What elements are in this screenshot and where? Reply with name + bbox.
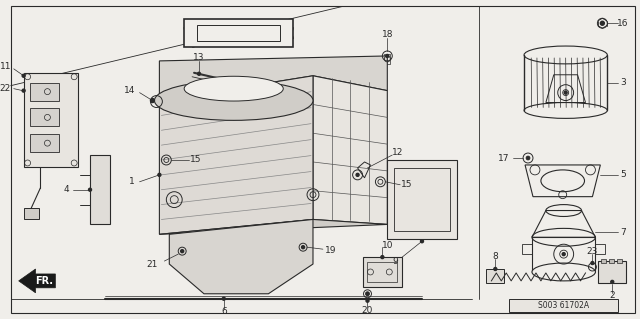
Bar — [617, 259, 622, 263]
Bar — [598, 261, 626, 283]
Circle shape — [494, 268, 497, 271]
Text: 10: 10 — [381, 241, 393, 250]
Text: 4: 4 — [63, 185, 69, 194]
Circle shape — [150, 99, 154, 102]
Text: 15: 15 — [190, 155, 202, 165]
Bar — [29, 134, 60, 152]
Bar — [609, 259, 614, 263]
Text: 2: 2 — [609, 291, 615, 300]
Circle shape — [301, 246, 305, 249]
Bar — [29, 108, 60, 126]
Circle shape — [198, 72, 200, 75]
Text: 18: 18 — [381, 30, 393, 39]
Polygon shape — [159, 219, 387, 234]
Text: 17: 17 — [498, 153, 509, 162]
Ellipse shape — [154, 81, 313, 120]
Bar — [29, 83, 60, 100]
Circle shape — [526, 156, 530, 160]
Text: 16: 16 — [618, 19, 629, 28]
Circle shape — [222, 297, 225, 300]
Circle shape — [611, 280, 614, 283]
Bar — [385, 54, 390, 64]
Circle shape — [366, 292, 369, 295]
Ellipse shape — [184, 76, 284, 101]
Circle shape — [366, 299, 369, 302]
Circle shape — [591, 262, 594, 264]
Circle shape — [22, 74, 25, 77]
Circle shape — [180, 250, 184, 253]
Text: 14: 14 — [124, 86, 136, 95]
Text: 13: 13 — [193, 53, 205, 63]
Circle shape — [88, 188, 92, 191]
Polygon shape — [159, 76, 313, 234]
Text: 20: 20 — [362, 306, 373, 315]
Circle shape — [562, 253, 565, 256]
Bar — [24, 208, 40, 219]
Bar — [509, 299, 618, 312]
Circle shape — [420, 240, 424, 243]
Text: 9: 9 — [392, 256, 398, 266]
Text: 1: 1 — [129, 177, 134, 186]
Ellipse shape — [532, 263, 595, 281]
Bar — [24, 73, 78, 167]
Circle shape — [22, 89, 25, 92]
Polygon shape — [170, 219, 313, 294]
Text: 11: 11 — [0, 62, 12, 71]
Text: 19: 19 — [325, 246, 337, 255]
Polygon shape — [159, 56, 387, 100]
Text: 6: 6 — [221, 307, 227, 316]
Text: 7: 7 — [620, 228, 626, 237]
Bar — [367, 262, 397, 282]
Polygon shape — [19, 269, 55, 293]
Bar — [387, 160, 457, 239]
Circle shape — [381, 256, 384, 259]
Polygon shape — [184, 19, 293, 47]
Bar — [486, 269, 504, 283]
Bar — [362, 257, 402, 287]
Text: 12: 12 — [392, 148, 403, 157]
Bar — [602, 259, 606, 263]
Text: 23: 23 — [587, 247, 598, 256]
Circle shape — [356, 173, 359, 176]
Circle shape — [386, 55, 388, 57]
Bar — [394, 168, 450, 231]
Polygon shape — [90, 155, 110, 224]
Text: 15: 15 — [401, 180, 413, 189]
Circle shape — [600, 21, 604, 25]
Text: FR.: FR. — [35, 276, 54, 286]
Circle shape — [564, 91, 567, 94]
Text: 5: 5 — [620, 170, 626, 179]
Polygon shape — [197, 25, 280, 41]
Text: 21: 21 — [146, 260, 157, 269]
Circle shape — [158, 173, 161, 176]
Polygon shape — [313, 76, 387, 224]
Text: 22: 22 — [0, 84, 11, 93]
Text: 3: 3 — [620, 78, 626, 87]
Text: 8: 8 — [492, 252, 498, 261]
Text: S003 61702A: S003 61702A — [538, 301, 589, 310]
